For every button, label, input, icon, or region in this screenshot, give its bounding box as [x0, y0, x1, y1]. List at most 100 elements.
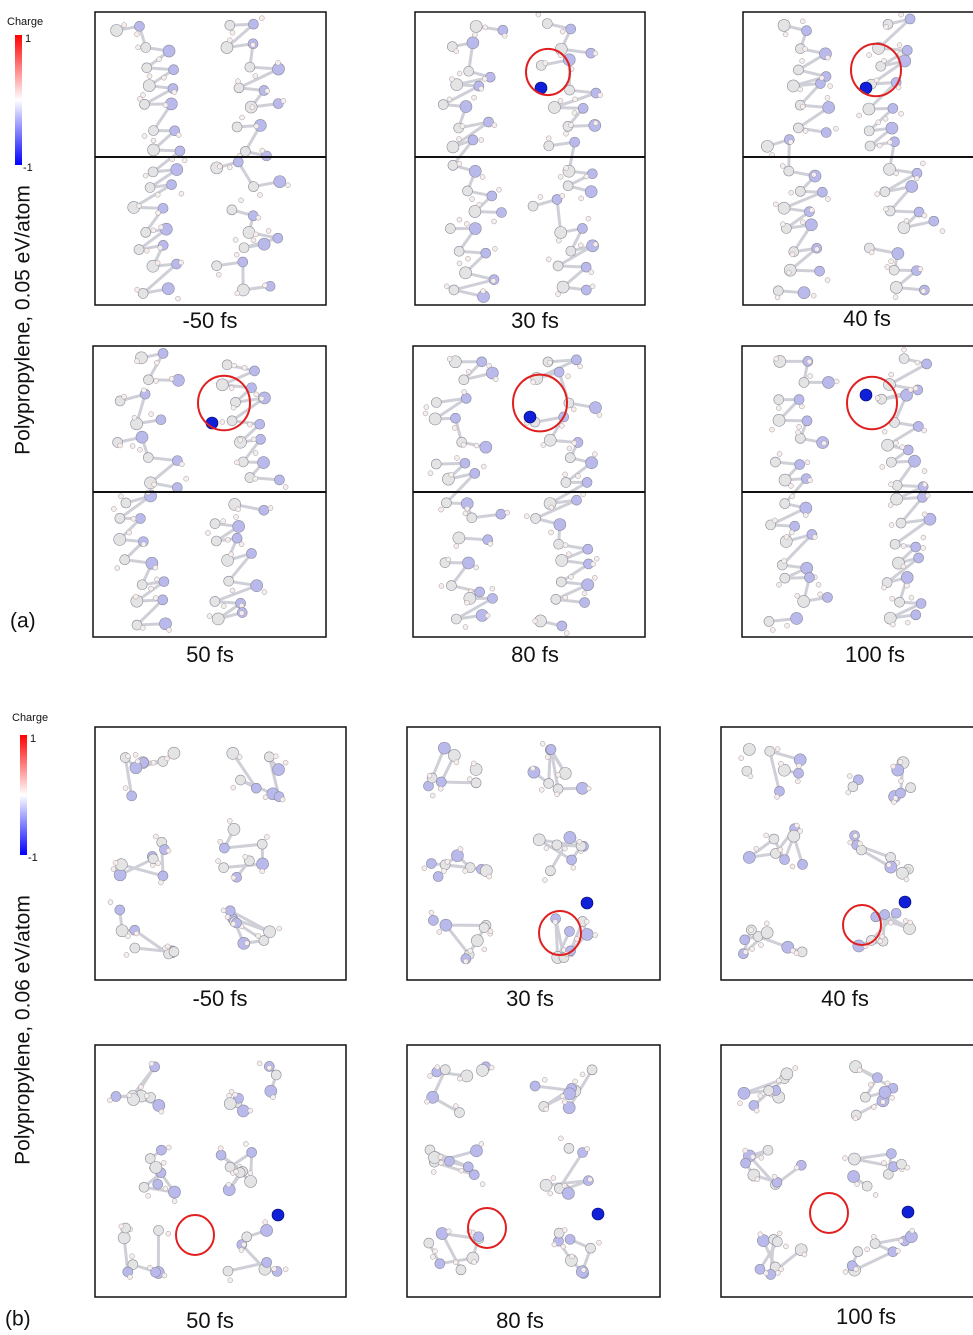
- hydrogen: [496, 186, 502, 193]
- atom: [114, 513, 126, 524]
- hydrogen: [774, 746, 781, 752]
- hydrogen: [596, 412, 603, 418]
- hydrogen: [898, 111, 904, 117]
- atom: [569, 136, 580, 148]
- hydrogen: [797, 86, 803, 93]
- hydrogen: [543, 845, 550, 851]
- hydrogen: [219, 419, 226, 425]
- hydrogen: [570, 406, 577, 413]
- hydrogen: [227, 37, 233, 43]
- atom: [458, 374, 470, 386]
- hydrogen: [523, 513, 530, 519]
- hydrogen: [231, 362, 237, 369]
- hydrogen: [921, 481, 928, 488]
- bond: [451, 139, 475, 167]
- hydrogen: [812, 534, 818, 540]
- hydrogen: [742, 949, 749, 955]
- hydrogen: [224, 914, 231, 920]
- atom: [150, 1266, 161, 1278]
- hydrogen: [270, 1094, 276, 1101]
- hydrogen: [776, 581, 782, 588]
- hydrogen: [554, 791, 560, 798]
- atom: [260, 1224, 273, 1237]
- hydrogen: [264, 88, 271, 94]
- hydrogen: [758, 1155, 765, 1161]
- hydrogen: [275, 60, 281, 66]
- hydrogen: [895, 84, 902, 91]
- atom: [554, 1183, 565, 1194]
- atom: [141, 62, 153, 74]
- hydrogen: [593, 555, 600, 562]
- atom: [539, 1178, 553, 1192]
- hydrogen: [143, 248, 150, 254]
- hydrogen: [810, 292, 817, 299]
- hydrogen: [872, 1192, 879, 1198]
- hydrogen: [572, 1078, 578, 1085]
- hydrogen: [897, 759, 904, 765]
- atom: [120, 497, 132, 509]
- hydrogen: [462, 510, 469, 517]
- atom: [852, 1246, 864, 1258]
- atom: [820, 127, 832, 138]
- hydrogen: [904, 619, 911, 626]
- hydrogen: [282, 1266, 289, 1273]
- atom: [261, 1257, 272, 1268]
- bond: [545, 1179, 589, 1187]
- hydrogen: [794, 822, 800, 829]
- hydrogen: [799, 58, 805, 64]
- hydrogen: [783, 1243, 789, 1250]
- hydrogen: [903, 876, 910, 883]
- hydrogen: [424, 1098, 430, 1105]
- atom: [888, 264, 900, 276]
- hydrogen: [571, 110, 578, 116]
- atom: [486, 366, 499, 380]
- colorbar: [15, 35, 22, 165]
- hydrogen: [555, 772, 561, 778]
- atom: [889, 281, 903, 294]
- hydrogen: [217, 838, 223, 845]
- atom: [589, 401, 602, 414]
- atom: [577, 103, 589, 114]
- hydrogen: [890, 763, 897, 770]
- hydrogen: [825, 196, 831, 202]
- atom: [896, 1158, 907, 1170]
- hydrogen: [132, 593, 139, 600]
- atom: [754, 1263, 766, 1275]
- hydrogen: [273, 753, 279, 760]
- hydrogen: [158, 879, 164, 886]
- atom: [913, 421, 924, 432]
- atom: [462, 556, 475, 570]
- atom: [153, 1225, 164, 1236]
- hydrogen: [230, 921, 237, 927]
- atom: [159, 617, 172, 631]
- hydrogen: [479, 174, 486, 180]
- atom: [254, 418, 266, 430]
- bond: [888, 362, 928, 386]
- hydrogen: [151, 481, 157, 488]
- hydrogen: [449, 76, 455, 82]
- snapshot-frame: [720, 1044, 973, 1298]
- atom: [244, 61, 256, 73]
- hydrogen: [232, 1091, 238, 1098]
- atom: [861, 1180, 873, 1192]
- atom: [890, 492, 903, 506]
- atom: [257, 456, 270, 469]
- highlight-ring: [175, 1214, 215, 1256]
- hydrogen: [535, 11, 542, 18]
- hydrogen: [228, 1088, 235, 1095]
- atom: [904, 13, 916, 25]
- hydrogen: [486, 873, 492, 880]
- highlight-ring: [809, 1192, 849, 1234]
- hydrogen: [457, 1075, 463, 1082]
- hydrogen: [799, 18, 806, 25]
- hydrogen: [110, 866, 117, 872]
- hydrogen: [559, 1093, 566, 1100]
- bond: [227, 1260, 267, 1273]
- atom: [545, 865, 556, 877]
- hydrogen: [901, 346, 907, 353]
- bond: [227, 552, 253, 583]
- hydrogen: [898, 778, 904, 784]
- hydrogen: [874, 191, 880, 197]
- hydrogen: [171, 89, 178, 95]
- hydrogen: [802, 46, 808, 52]
